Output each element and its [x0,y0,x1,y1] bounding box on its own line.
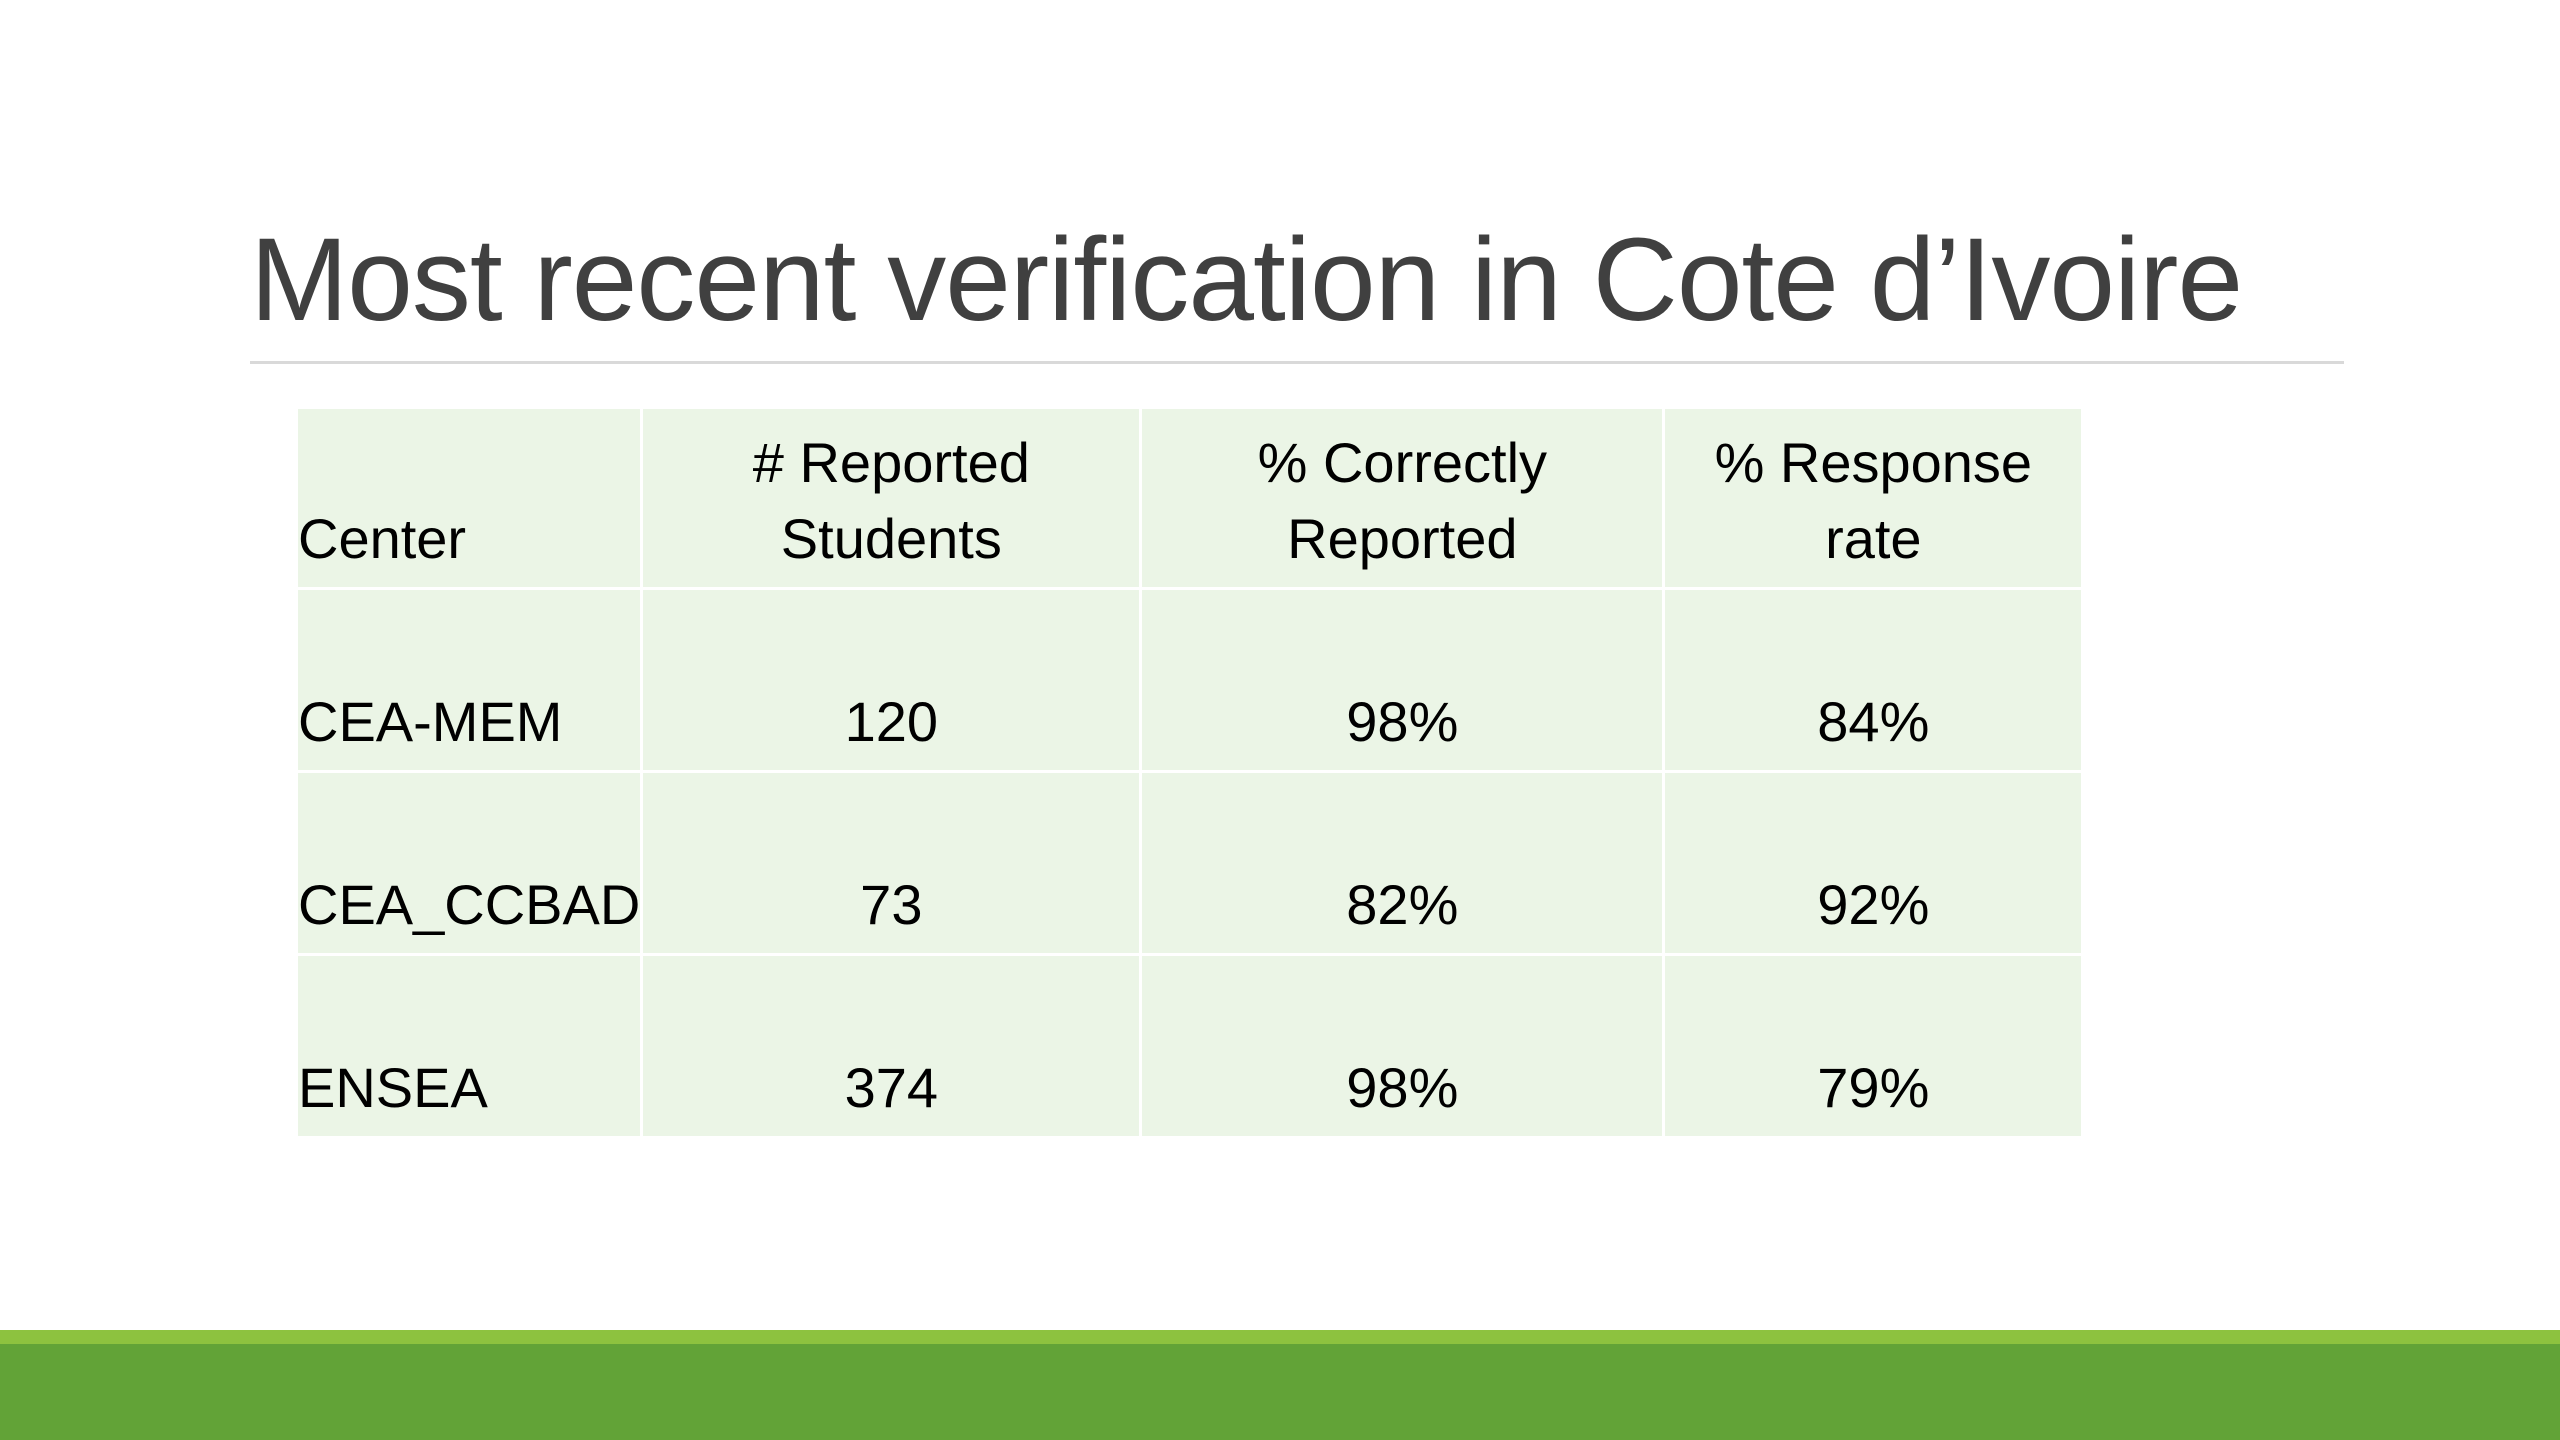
header-center-label: Center [298,507,467,570]
cell-reported-students: 73 [640,770,1143,956]
header-response-line1: % Response [1714,431,2033,494]
header-reported-students: # Reported Students [640,406,1143,590]
footer-bar [0,1344,2560,1440]
header-response-line2: rate [1825,507,1922,570]
cell-reported-students: 374 [640,953,1143,1139]
table-row: ENSEA 374 98% 79% [294,953,2085,1139]
header-correct-line1: % Correctly [1257,431,1548,494]
cell-correctly-reported: 98% [1139,953,1666,1139]
header-center: Center [294,406,644,590]
header-correct-line2: Reported [1287,507,1518,570]
cell-correctly-reported: 98% [1139,587,1666,773]
slide-title: Most recent verification in Cote d’Ivoir… [250,214,2243,346]
cell-response-rate: 84% [1662,587,2085,773]
cell-center: CEA-MEM [294,587,644,773]
header-reported-line2: Students [780,507,1002,570]
footer-accent-bar [0,1330,2560,1344]
title-divider [250,361,2344,364]
header-response-rate: % Response rate [1662,406,2085,590]
verification-table: Center # Reported Students % Correctly R… [294,406,2085,1139]
header-correctly-reported: % Correctly Reported [1139,406,1666,590]
header-reported-line1: # Reported [752,431,1030,494]
cell-response-rate: 79% [1662,953,2085,1139]
table-row: CEA-MEM 120 98% 84% [294,587,2085,773]
table-header-row: Center # Reported Students % Correctly R… [294,406,2085,590]
cell-reported-students: 120 [640,587,1143,773]
table-row: CEA_CCBAD 73 82% 92% [294,770,2085,956]
cell-center: ENSEA [294,953,644,1139]
cell-center: CEA_CCBAD [294,770,644,956]
cell-correctly-reported: 82% [1139,770,1666,956]
cell-response-rate: 92% [1662,770,2085,956]
